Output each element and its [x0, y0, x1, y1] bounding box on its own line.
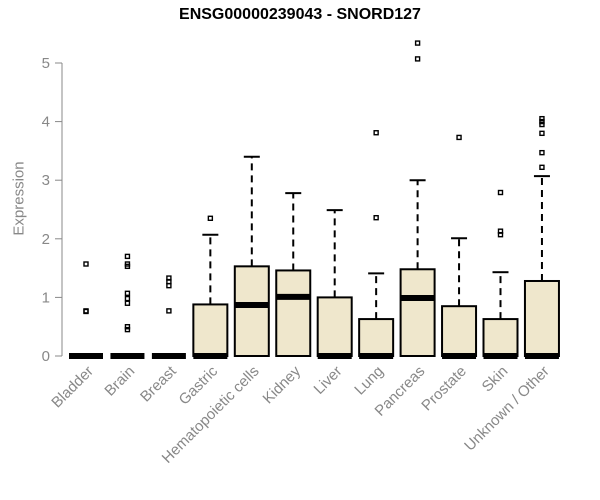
y-tick-label: 1 [42, 289, 50, 306]
outlier-point [124, 290, 131, 296]
outlier-point [497, 228, 504, 234]
x-tick-label: Bladder [48, 363, 97, 412]
chart-title: ENSG00000239043 - SNORD127 [179, 6, 421, 23]
outlier-point [207, 215, 214, 221]
boxes-group [69, 40, 560, 359]
x-tick-label: Liver [311, 363, 346, 398]
box-7 [358, 130, 395, 359]
outlier-point [373, 215, 379, 221]
outlier-point [124, 326, 131, 333]
outlier-point [124, 253, 131, 260]
outlier-point [166, 308, 172, 314]
y-tick-label: 0 [42, 348, 50, 365]
outlier-point [539, 121, 545, 128]
y-axis: 0 1 2 3 4 5 [42, 55, 63, 365]
outlier-point [373, 130, 379, 136]
box-10 [482, 189, 519, 359]
outlier-point [414, 40, 421, 46]
box-body [441, 305, 478, 358]
outlier-point [456, 134, 462, 141]
box-2 [151, 275, 186, 359]
outlier-point [166, 282, 172, 289]
box-11 [523, 115, 560, 359]
y-tick-label: 4 [42, 114, 50, 131]
box-4 [233, 155, 270, 358]
outlier-point [124, 324, 131, 330]
x-tick-label: Breast [137, 362, 180, 405]
box-body [358, 318, 395, 357]
outlier-point [414, 56, 421, 62]
box-6 [316, 209, 353, 359]
outlier-point [539, 164, 545, 171]
box-body [192, 303, 229, 358]
outlier-point [83, 308, 89, 315]
outlier-point [539, 118, 545, 125]
outlier-point [539, 115, 545, 122]
box-body [523, 279, 560, 358]
box-1 [110, 253, 145, 359]
x-tick-label: Brain [101, 363, 138, 400]
y-tick-label: 5 [42, 55, 50, 72]
box-5 [275, 192, 312, 357]
x-tick-label: Skin [479, 363, 512, 396]
box-8 [399, 40, 436, 357]
y-tick-label: 3 [42, 172, 50, 189]
outlier-point [539, 130, 545, 137]
box-body [275, 269, 312, 357]
outlier-point [166, 278, 172, 285]
y-tick-label: 2 [42, 231, 50, 248]
box-3 [192, 215, 229, 359]
box-9 [441, 134, 478, 359]
outlier-point [497, 189, 504, 196]
box-body [233, 265, 270, 358]
x-tick-label: Lung [351, 363, 387, 399]
outlier-point [539, 149, 545, 156]
outlier-point [124, 263, 131, 270]
x-tick-label: Kidney [260, 362, 305, 407]
x-tick-label: Prostate [418, 363, 470, 415]
outlier-point [124, 295, 131, 302]
outlier-point [124, 300, 131, 306]
box-0 [69, 261, 103, 359]
box-body [316, 296, 353, 357]
box-body [399, 268, 436, 357]
outlier-point [83, 261, 89, 267]
box-body [482, 318, 519, 357]
